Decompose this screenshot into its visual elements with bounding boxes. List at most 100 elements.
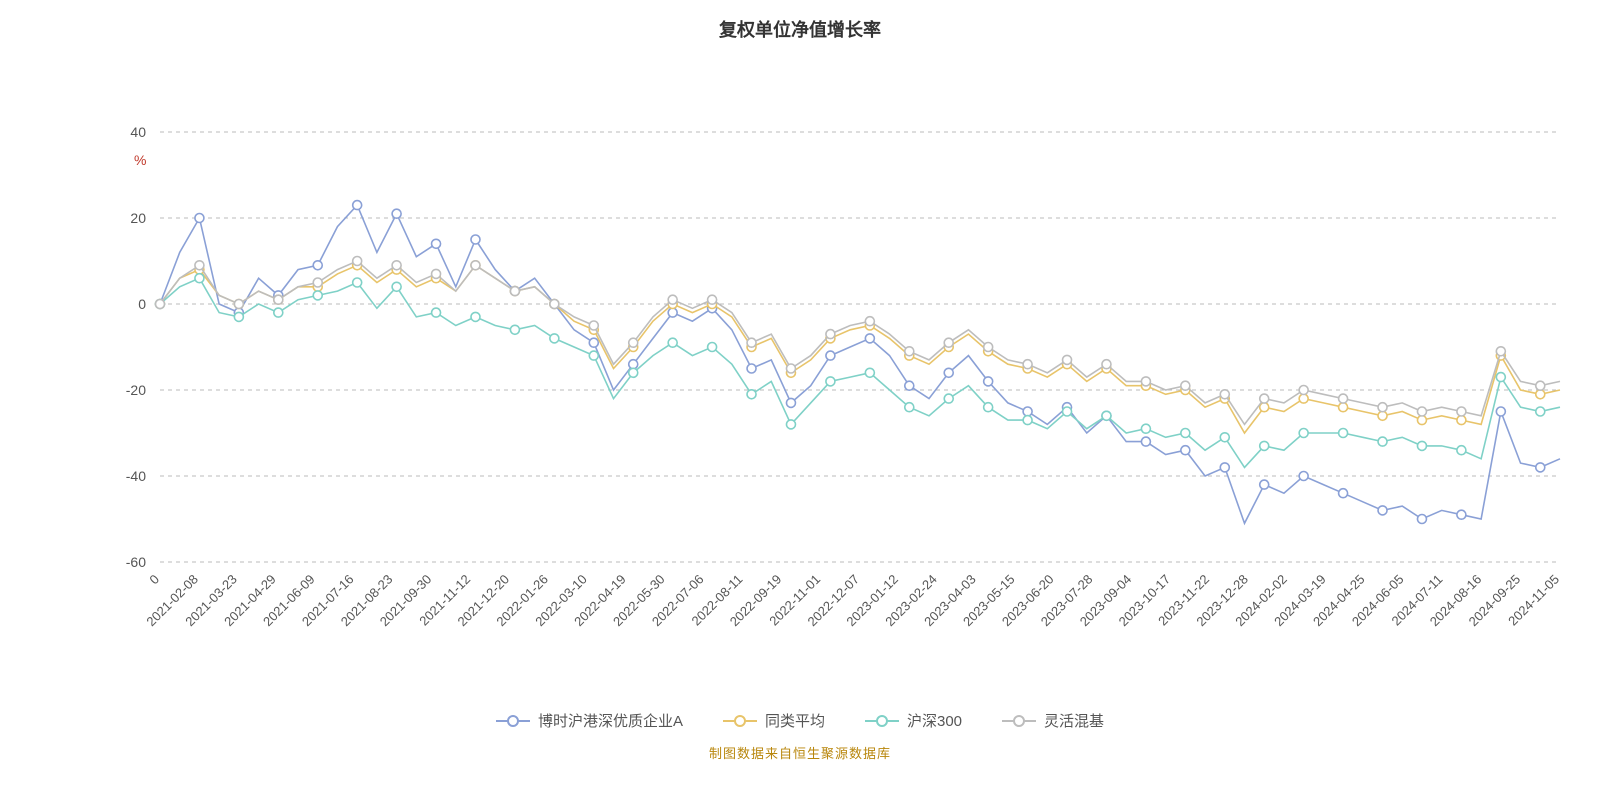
series-marker	[432, 239, 441, 248]
series-marker	[1023, 407, 1032, 416]
series-marker	[1378, 411, 1387, 420]
series-marker	[1536, 463, 1545, 472]
series-marker	[313, 278, 322, 287]
series-marker	[1339, 489, 1348, 498]
chart-footer: 制图数据来自恒生聚源数据库	[0, 743, 1600, 762]
series-marker	[905, 403, 914, 412]
series-marker	[353, 278, 362, 287]
legend: 博时沪港深优质企业A 同类平均 沪深300 灵活混基	[0, 710, 1600, 731]
legend-label: 灵活混基	[1044, 710, 1104, 731]
legend-label: 同类平均	[765, 710, 825, 731]
series-marker	[1339, 403, 1348, 412]
series-marker	[865, 317, 874, 326]
series-marker	[471, 312, 480, 321]
series-marker	[905, 347, 914, 356]
series-marker	[747, 338, 756, 347]
series-marker	[944, 394, 953, 403]
y-unit-label: %	[134, 152, 146, 168]
series-marker	[1141, 424, 1150, 433]
legend-item: 博时沪港深优质企业A	[496, 710, 683, 731]
series-marker	[1023, 360, 1032, 369]
svg-text:-20: -20	[126, 382, 146, 398]
series-marker	[708, 343, 717, 352]
series-marker	[392, 209, 401, 218]
series-marker	[944, 338, 953, 347]
series-marker	[274, 308, 283, 317]
series-marker	[747, 364, 756, 373]
series-marker	[1417, 407, 1426, 416]
series-marker	[195, 214, 204, 223]
series-marker	[1378, 403, 1387, 412]
series-marker	[510, 287, 519, 296]
legend-swatch	[1002, 714, 1036, 728]
series-marker	[234, 300, 243, 309]
series-marker	[1536, 390, 1545, 399]
series-marker	[668, 295, 677, 304]
svg-text:40: 40	[130, 124, 146, 140]
series-marker	[1260, 403, 1269, 412]
series-marker	[1496, 407, 1505, 416]
legend-swatch	[865, 714, 899, 728]
chart-title: 复权单位净值增长率	[0, 0, 1600, 42]
legend-label: 博时沪港深优质企业A	[538, 710, 683, 731]
series-marker	[1181, 429, 1190, 438]
series-marker	[629, 338, 638, 347]
series-marker	[708, 295, 717, 304]
series-marker	[1457, 407, 1466, 416]
legend-swatch	[496, 714, 530, 728]
series-marker	[1299, 429, 1308, 438]
series-marker	[984, 343, 993, 352]
series-marker	[1181, 381, 1190, 390]
series-marker	[353, 257, 362, 266]
series-marker	[1457, 446, 1466, 455]
series-marker	[1141, 437, 1150, 446]
series-marker	[471, 235, 480, 244]
series-marker	[392, 261, 401, 270]
series-marker	[1339, 394, 1348, 403]
series-marker	[1102, 411, 1111, 420]
series-marker	[195, 261, 204, 270]
svg-text:0: 0	[146, 572, 162, 588]
series-marker	[313, 291, 322, 300]
series-marker	[1299, 386, 1308, 395]
series-marker	[668, 338, 677, 347]
series-marker	[392, 282, 401, 291]
series-marker	[1417, 441, 1426, 450]
legend-swatch	[723, 714, 757, 728]
series-marker	[984, 403, 993, 412]
series-marker	[1496, 373, 1505, 382]
series-marker	[629, 360, 638, 369]
series-marker	[313, 261, 322, 270]
series-line	[160, 278, 1560, 467]
series-marker	[432, 308, 441, 317]
series-marker	[1220, 463, 1229, 472]
series-marker	[510, 325, 519, 334]
series-marker	[826, 330, 835, 339]
svg-text:-40: -40	[126, 468, 146, 484]
series-marker	[1023, 416, 1032, 425]
svg-text:0: 0	[138, 296, 146, 312]
series-marker	[984, 377, 993, 386]
legend-item: 同类平均	[723, 710, 825, 731]
series-marker	[1417, 515, 1426, 524]
series-marker	[1457, 510, 1466, 519]
series-marker	[1102, 360, 1111, 369]
series-marker	[274, 295, 283, 304]
series-marker	[1260, 441, 1269, 450]
series-marker	[589, 351, 598, 360]
series-marker	[1536, 407, 1545, 416]
series-marker	[432, 269, 441, 278]
series-marker	[1339, 429, 1348, 438]
series-marker	[1260, 394, 1269, 403]
legend-item: 沪深300	[865, 710, 962, 731]
series-marker	[589, 338, 598, 347]
series-marker	[353, 201, 362, 210]
svg-text:-60: -60	[126, 554, 146, 570]
series-marker	[668, 308, 677, 317]
svg-text:20: 20	[130, 210, 146, 226]
series-marker	[550, 300, 559, 309]
series-marker	[786, 364, 795, 373]
series-marker	[156, 300, 165, 309]
series-marker	[944, 368, 953, 377]
series-marker	[550, 334, 559, 343]
